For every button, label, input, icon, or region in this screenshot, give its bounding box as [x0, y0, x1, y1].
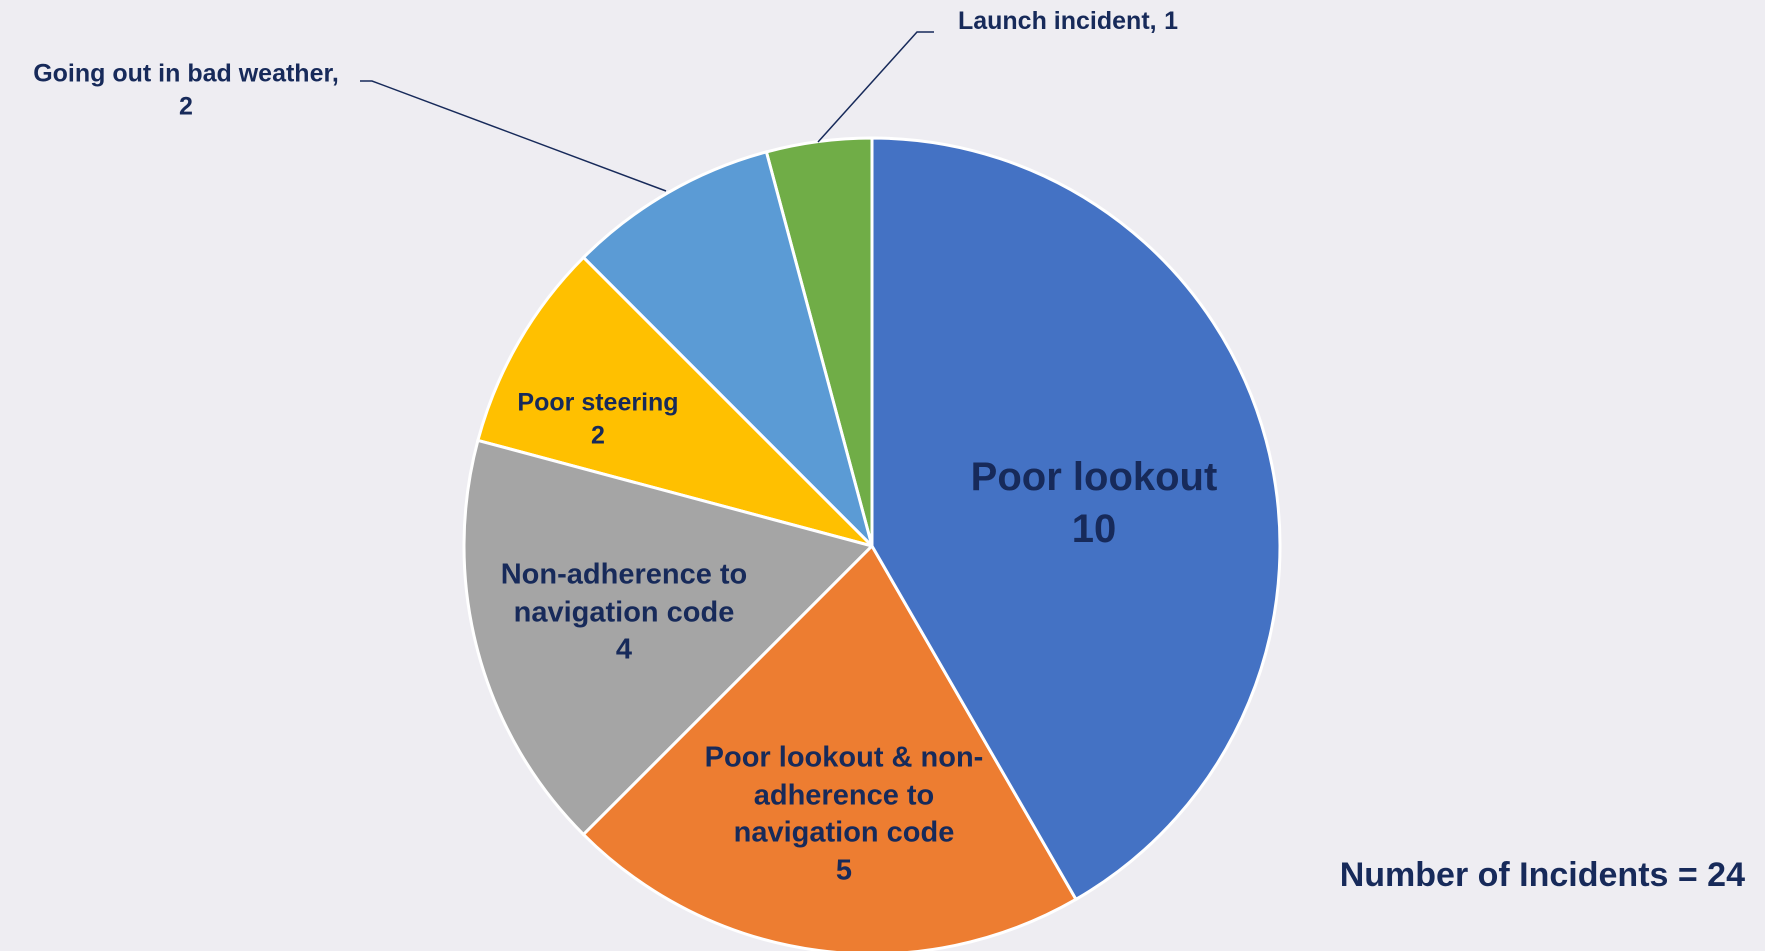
- leader-line: [817, 31, 934, 143]
- pie-slice: [581, 150, 875, 552]
- value-label: 4: [615, 633, 633, 666]
- category-label: Going out in bad weather: [6, 58, 366, 91]
- annotation: Number of Incidents = 24: [1339, 856, 1745, 894]
- slice-label: Poor lookout & non-adherence to navigati…: [694, 740, 994, 891]
- category-label: Poor lookout & non-adherence to navigati…: [704, 741, 984, 849]
- value-label: 2: [591, 421, 605, 449]
- value-label: 10: [1071, 507, 1117, 551]
- category-label: Launch incident: [958, 7, 1157, 35]
- value-label: 1: [1164, 6, 1179, 35]
- leader-line: [360, 80, 667, 192]
- slice-label: Non-adherence to navigation code 4: [474, 556, 774, 669]
- value-label: 5: [835, 854, 853, 887]
- pie-slice: [870, 136, 1282, 902]
- category-label: Poor steering: [517, 388, 679, 417]
- pie-slice: [476, 255, 878, 549]
- slice-label: Launch incident1: [918, 5, 1218, 38]
- pie-slice: [462, 438, 875, 837]
- slice-label: Going out in bad weather2: [6, 58, 366, 123]
- slice-label: Poor lookout 10: [934, 451, 1254, 555]
- slice-label: Poor steering 2: [488, 387, 708, 452]
- category-label: Non-adherence to navigation code: [500, 558, 748, 629]
- category-label: Poor lookout: [970, 455, 1218, 499]
- value-label: 2: [179, 92, 193, 120]
